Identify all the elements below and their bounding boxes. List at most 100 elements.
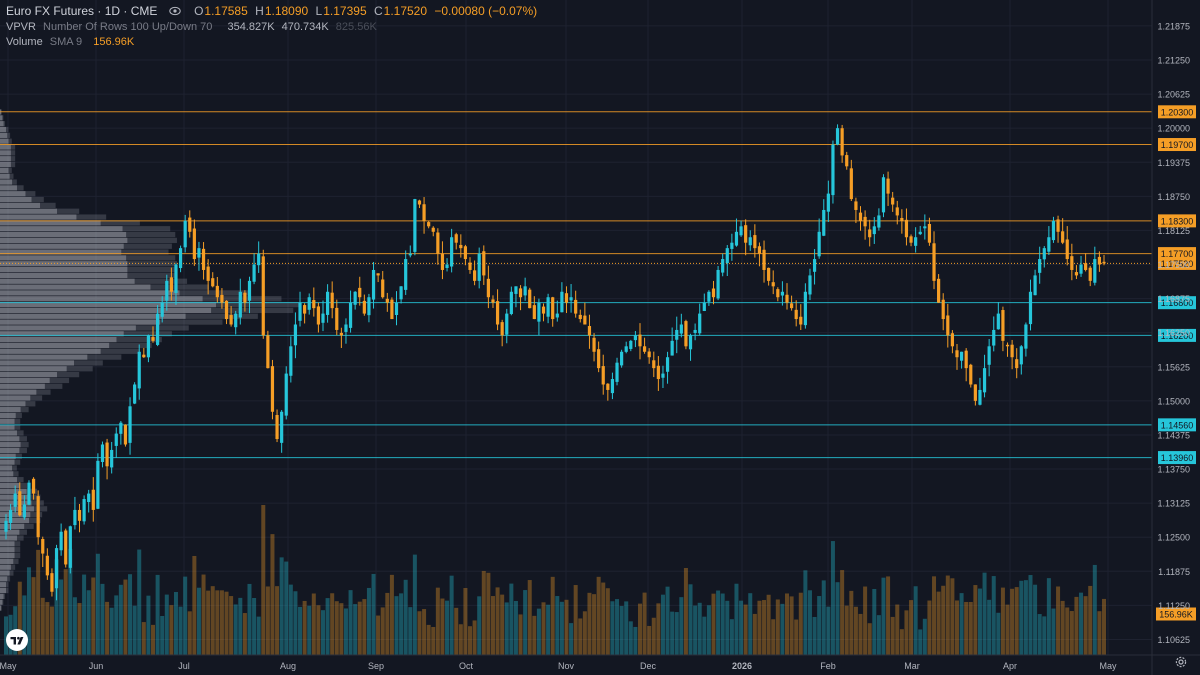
candle-body	[716, 269, 720, 299]
volume-bar	[1092, 564, 1097, 655]
volume-bar	[932, 576, 937, 655]
volume-bar	[734, 583, 739, 655]
volume-bar	[550, 576, 555, 655]
volume-bar	[633, 626, 638, 655]
volume-bar	[252, 597, 257, 655]
vpvr-bar-up	[0, 325, 136, 331]
y-tick-label: 1.14375	[1157, 430, 1190, 440]
volume-bar	[559, 601, 564, 655]
volume-bar	[1033, 584, 1038, 655]
tradingview-logo-icon[interactable]	[6, 629, 28, 651]
candle-body	[578, 314, 582, 320]
volume-bar	[1083, 596, 1088, 655]
vpvr-bar-down	[10, 564, 16, 570]
volume-bar	[1051, 608, 1056, 655]
vpvr-bar-up	[0, 243, 124, 249]
vpvr-bar-up	[0, 138, 9, 144]
volume-bar	[637, 603, 642, 655]
candle-body	[137, 351, 141, 389]
volume-bar	[141, 622, 146, 655]
vpvr-bar-up	[0, 593, 4, 599]
candle-body	[404, 259, 408, 290]
volume-bar	[987, 599, 992, 655]
eye-icon[interactable]	[169, 6, 181, 16]
volume-bar	[1088, 585, 1093, 655]
volume-bar	[895, 604, 900, 655]
candle-body	[36, 496, 40, 538]
volume-legend[interactable]: Volume SMA 9 156.96K	[6, 35, 138, 49]
candle-body	[528, 289, 532, 309]
volume-bar	[468, 626, 473, 655]
vpvr-bar-up	[0, 418, 15, 424]
vpvr-bar-down	[116, 336, 162, 343]
volume-bar	[233, 604, 238, 655]
last-price-label: 1.17520	[1161, 259, 1194, 269]
vpvr-bar-up	[0, 342, 110, 349]
candle-body	[730, 242, 734, 249]
volume-bar	[472, 620, 477, 655]
candle-body	[160, 302, 164, 317]
candle-body	[146, 335, 151, 358]
candle-body	[105, 442, 109, 467]
volume-bar	[587, 592, 592, 655]
candle-body	[87, 493, 91, 503]
candle-body	[325, 291, 330, 315]
candle-body	[918, 231, 922, 235]
volume-bar	[716, 590, 721, 655]
candle-body	[675, 329, 679, 340]
y-tick-label: 1.12500	[1157, 533, 1190, 543]
candle-body	[996, 313, 1000, 330]
volume-bar	[913, 586, 918, 655]
candle-body	[955, 350, 959, 358]
candle-body	[858, 212, 863, 221]
level-label-box	[1158, 451, 1196, 465]
candle-body	[757, 246, 762, 254]
vpvr-bar-down	[10, 144, 16, 150]
y-tick-label: 1.20000	[1157, 124, 1190, 134]
volume-bar	[63, 569, 68, 655]
gear-icon[interactable]	[1174, 655, 1188, 669]
volume-bar	[867, 623, 872, 655]
volume-params: SMA 9	[49, 36, 83, 48]
volume-bar	[1042, 616, 1047, 655]
candle-body	[959, 351, 964, 361]
volume-bar	[49, 606, 54, 655]
volume-bar	[26, 567, 31, 655]
volume-bar	[1028, 575, 1033, 655]
volume-bar	[780, 603, 785, 655]
volume-bar	[1074, 596, 1079, 655]
vpvr-bar-down	[12, 465, 17, 471]
vpvr-bar-down	[25, 401, 36, 407]
volume-bar	[996, 612, 1001, 655]
volume-bar	[789, 596, 794, 655]
low-value: 1.17395	[323, 4, 367, 18]
level-label: 1.20300	[1161, 107, 1194, 117]
volume-bar	[54, 559, 59, 655]
x-tick-label: Oct	[459, 661, 474, 671]
vpvr-bar-down	[211, 307, 294, 314]
volume-bar	[762, 600, 767, 655]
y-tick-label: 1.17500	[1157, 260, 1190, 270]
candle-body	[224, 300, 229, 320]
candle-body	[615, 362, 619, 382]
volume-bar	[702, 616, 707, 655]
candle-body	[904, 219, 909, 238]
volume-bar	[509, 583, 514, 655]
vpvr-legend[interactable]: VPVR Number Of Rows 100 Up/Down 70 354.8…	[6, 20, 381, 34]
vpvr-bar-up	[0, 582, 7, 588]
symbol-title[interactable]: Euro FX Futures · 1D · CME	[6, 4, 158, 18]
volume-bar	[766, 594, 771, 655]
volume-bar	[394, 596, 399, 655]
time-axis[interactable]: May Jun Jul Aug Sep Oct Nov Dec 2026 Feb Mar Apr May	[0, 654, 1200, 671]
volume-bar	[343, 608, 348, 655]
vpvr-bar-down	[19, 482, 27, 489]
price-axis[interactable]: 1.21875 1.21250 1.20625 1.20000 1.19375 1.187…	[1151, 0, 1190, 675]
volume-sma-value: 156.96K	[93, 36, 135, 48]
vpvr-bar-down	[100, 348, 140, 354]
volume-bar	[399, 593, 404, 655]
vpvr-bar-up	[0, 407, 21, 413]
candle-body	[992, 329, 996, 346]
candle-body	[771, 282, 775, 287]
volume-bar	[316, 605, 321, 655]
